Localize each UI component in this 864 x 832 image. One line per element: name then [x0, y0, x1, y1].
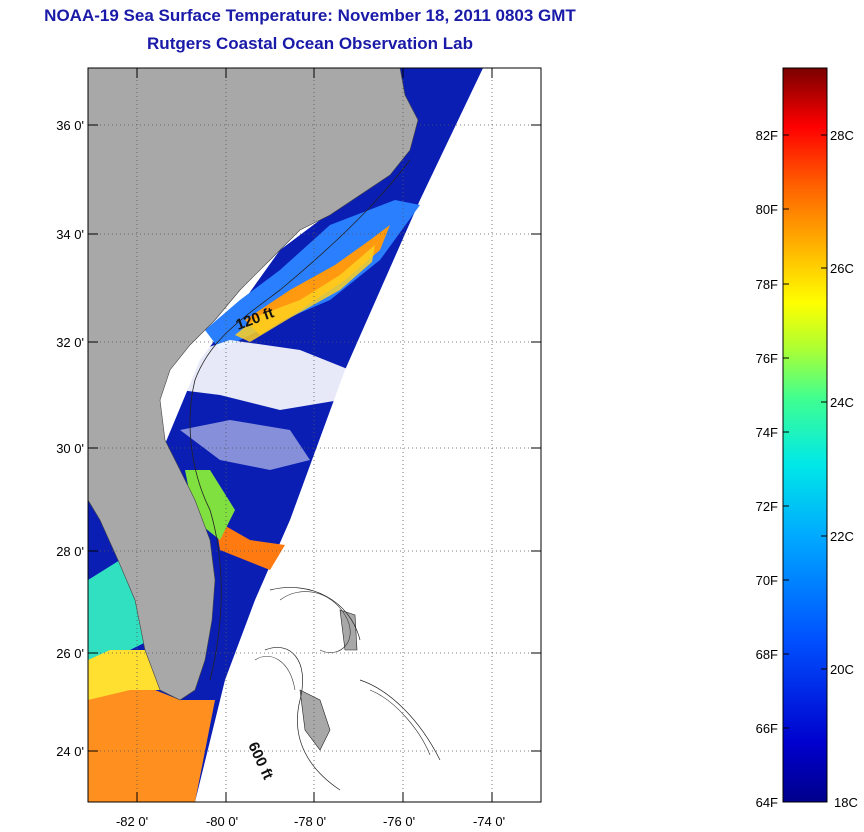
colorbar-label-c: 28C [830, 128, 854, 143]
colorbar-label-c: 18C [834, 795, 858, 810]
contour-120ft [189, 159, 411, 681]
colorbar-label-f: 76F [756, 351, 778, 366]
colorbar-ticks [783, 134, 827, 729]
lat-label: 34 0' [56, 227, 84, 242]
east-florida-warm [215, 520, 285, 570]
lat-label: 30 0' [56, 441, 84, 456]
colorbar [782, 67, 828, 803]
cloud-gap [180, 420, 310, 470]
contour-bahamas-bank [254, 591, 431, 756]
lon-label: -76 0' [383, 814, 415, 829]
colorbar-label-c: 26C [830, 261, 854, 276]
lon-label: -74 0' [473, 814, 505, 829]
lat-label: 32 0' [56, 335, 84, 350]
map-subtitle: Rutgers Coastal Ocean Observation Lab [147, 34, 473, 53]
colorbar-label-c: 24C [830, 395, 854, 410]
colorbar-label-f: 82F [756, 128, 778, 143]
colorbar-label-f: 66F [756, 721, 778, 736]
map-title: NOAA-19 Sea Surface Temperature: Novembe… [44, 6, 576, 25]
colorbar-label-f: 80F [756, 202, 778, 217]
lat-label: 36 0' [56, 118, 84, 133]
contour-600ft [264, 587, 441, 791]
colorbar-label-c: 20C [830, 662, 854, 677]
cloud-gap [170, 340, 350, 410]
lon-label: -80 0' [206, 814, 238, 829]
colorbar-label-f: 72F [756, 499, 778, 514]
lon-label: -78 0' [294, 814, 326, 829]
colorbar-label-c: 22C [830, 529, 854, 544]
land-us-coast [88, 68, 419, 701]
colorbar-label-f: 70F [756, 573, 778, 588]
colorbar-label-f: 74F [756, 425, 778, 440]
lon-label: -82 0' [116, 814, 148, 829]
florida-straits-warm [88, 680, 215, 802]
east-florida-green [185, 470, 235, 540]
colorbar-label-f: 64F [756, 795, 778, 810]
lat-label: 26 0' [56, 646, 84, 661]
colorbar-label-f: 68F [756, 647, 778, 662]
colorbar-label-f: 78F [756, 277, 778, 292]
gulf-stream-yellow-edge [235, 245, 375, 342]
lat-label: 24 0' [56, 744, 84, 759]
bahamas-islands [299, 609, 358, 751]
lat-label: 28 0' [56, 544, 84, 559]
axis-ticks [88, 68, 541, 802]
